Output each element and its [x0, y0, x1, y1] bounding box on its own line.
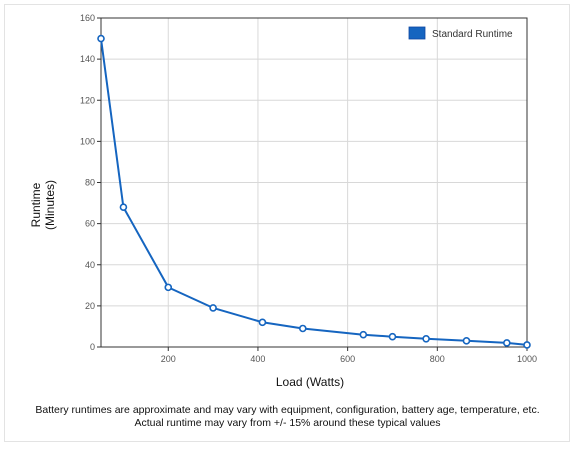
data-point	[523, 341, 531, 349]
grid-lines	[101, 18, 527, 347]
series-layer	[97, 34, 531, 349]
y-axis-label-line2: (Minutes)	[43, 180, 57, 230]
y-tick-label: 0	[90, 342, 95, 352]
chart-frame	[4, 4, 570, 442]
legend-label: Standard Runtime	[432, 29, 513, 40]
y-tick-label: 160	[80, 13, 95, 23]
y-tick-label: 140	[80, 54, 95, 64]
x-tick-label: 800	[430, 354, 445, 364]
data-point	[119, 203, 128, 211]
x-tick-label: 400	[250, 354, 265, 364]
data-point	[422, 334, 430, 343]
x-tick-label: 1000	[517, 354, 537, 364]
y-tick-label: 100	[80, 136, 95, 146]
data-point	[298, 324, 307, 333]
y-tick-label: 80	[85, 178, 95, 188]
x-tick-label: 600	[340, 354, 355, 364]
data-point	[462, 337, 471, 345]
data-point	[258, 318, 267, 327]
y-tick-label: 20	[85, 301, 95, 311]
series-line	[100, 38, 528, 346]
data-point	[388, 332, 397, 341]
y-tick-label: 120	[80, 95, 95, 105]
legend: Standard Runtime	[408, 26, 513, 40]
y-axis-ticks: 0 20 40 60 80 100 120 140 160	[80, 13, 101, 352]
y-axis-label-line1: Runtime	[29, 182, 43, 227]
data-point	[164, 283, 173, 292]
data-point	[209, 304, 217, 312]
y-tick-label: 60	[85, 219, 95, 229]
x-axis-label: Load (Watts)	[276, 375, 344, 389]
runtime-note-line1: Battery runtimes are approximate and may…	[35, 404, 540, 416]
data-point	[97, 34, 105, 43]
data-point	[503, 339, 511, 347]
runtime-chart: 0 20 40 60 80 100 120 140 160 200 400 600 800 1000 S…	[29, 13, 537, 389]
x-tick-label: 200	[161, 354, 176, 364]
y-tick-label: 40	[85, 260, 95, 270]
legend-swatch	[408, 26, 426, 40]
data-point	[359, 330, 368, 339]
runtime-note-line2: Actual runtime may vary from +/- 15% aro…	[134, 417, 441, 429]
x-axis-ticks: 200 400 600 800 1000	[161, 347, 537, 364]
y-axis-label: Runtime (Minutes)	[29, 180, 57, 230]
